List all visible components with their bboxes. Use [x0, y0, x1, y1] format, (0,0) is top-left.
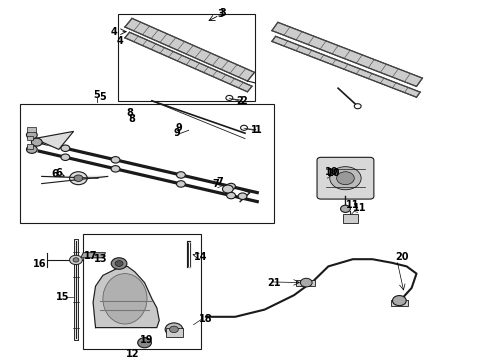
Circle shape — [300, 278, 312, 287]
Bar — [391, 300, 408, 306]
Polygon shape — [125, 32, 252, 92]
Circle shape — [170, 326, 178, 333]
Text: 4: 4 — [110, 27, 117, 37]
Circle shape — [31, 138, 42, 146]
Text: 9: 9 — [175, 123, 182, 133]
Polygon shape — [272, 36, 420, 97]
Circle shape — [227, 192, 236, 199]
Text: 14: 14 — [194, 252, 208, 262]
Bar — [83, 234, 201, 349]
Circle shape — [241, 125, 247, 130]
Ellipse shape — [103, 274, 147, 324]
Polygon shape — [93, 266, 159, 328]
Text: 12: 12 — [125, 348, 139, 359]
Text: 11: 11 — [346, 200, 360, 210]
Circle shape — [111, 258, 127, 269]
Text: 4: 4 — [117, 36, 123, 46]
Circle shape — [341, 205, 350, 212]
Polygon shape — [272, 22, 422, 86]
Text: 8: 8 — [129, 114, 136, 124]
Text: 2: 2 — [240, 96, 247, 106]
Bar — [166, 328, 183, 337]
Bar — [296, 280, 315, 286]
Circle shape — [337, 172, 354, 185]
Text: 9: 9 — [173, 128, 180, 138]
Circle shape — [138, 338, 151, 348]
Text: 16: 16 — [33, 258, 47, 269]
Circle shape — [238, 193, 247, 199]
Bar — [20, 104, 274, 223]
Text: 15: 15 — [56, 292, 70, 302]
Circle shape — [115, 261, 123, 266]
Text: 7: 7 — [212, 179, 219, 189]
Polygon shape — [34, 131, 74, 149]
Circle shape — [165, 323, 183, 336]
Text: 6: 6 — [51, 168, 58, 179]
Circle shape — [61, 154, 70, 161]
Circle shape — [73, 258, 79, 262]
Text: 1: 1 — [251, 125, 258, 135]
Circle shape — [26, 131, 37, 139]
Text: 17: 17 — [84, 251, 98, 261]
Circle shape — [70, 172, 87, 185]
Text: 10: 10 — [326, 168, 340, 178]
Circle shape — [74, 175, 83, 181]
Text: 5: 5 — [99, 92, 106, 102]
Text: 8: 8 — [126, 108, 133, 118]
Circle shape — [26, 145, 37, 153]
Text: 1: 1 — [255, 125, 262, 135]
Circle shape — [330, 167, 361, 190]
Polygon shape — [42, 176, 108, 178]
Circle shape — [222, 185, 233, 193]
Circle shape — [111, 157, 120, 163]
Text: 13: 13 — [94, 254, 107, 264]
Text: 2: 2 — [237, 96, 244, 106]
Bar — [27, 127, 36, 132]
Text: 18: 18 — [199, 314, 213, 324]
Circle shape — [227, 183, 236, 190]
Text: 21: 21 — [268, 278, 281, 288]
Circle shape — [226, 95, 233, 100]
Circle shape — [176, 181, 185, 187]
Circle shape — [176, 172, 185, 178]
Bar — [27, 144, 33, 149]
Text: 3: 3 — [220, 8, 226, 18]
Polygon shape — [125, 18, 254, 81]
Bar — [27, 136, 33, 140]
Circle shape — [61, 145, 70, 152]
Circle shape — [70, 255, 82, 265]
Text: 7: 7 — [216, 177, 223, 187]
Text: 5: 5 — [94, 90, 100, 100]
Circle shape — [392, 296, 406, 306]
Text: 11: 11 — [353, 203, 367, 213]
Polygon shape — [81, 253, 105, 258]
Text: 19: 19 — [140, 335, 154, 345]
Text: 20: 20 — [395, 252, 409, 262]
Text: 6: 6 — [55, 168, 62, 178]
Bar — [118, 14, 255, 101]
FancyBboxPatch shape — [317, 157, 374, 199]
Circle shape — [354, 104, 361, 109]
Text: 3: 3 — [217, 9, 224, 19]
Text: 10: 10 — [325, 167, 339, 177]
Circle shape — [111, 166, 120, 172]
Bar — [343, 214, 358, 223]
